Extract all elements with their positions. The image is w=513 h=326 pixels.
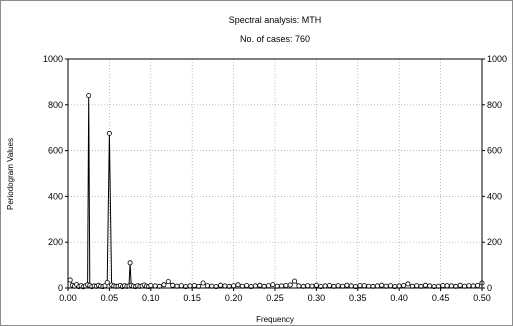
y-tick-label-left: 0 bbox=[58, 283, 63, 293]
data-point bbox=[204, 283, 210, 289]
y-axis-label: Periodogram Values bbox=[6, 138, 15, 210]
data-point bbox=[287, 282, 293, 288]
y-tick-label-right: 800 bbox=[487, 100, 502, 110]
x-tick-label: 0.00 bbox=[59, 293, 77, 303]
x-tick-label: 0.15 bbox=[183, 293, 201, 303]
y-tick-label-left: 1000 bbox=[43, 54, 63, 64]
data-point bbox=[231, 283, 237, 289]
y-tick-label-left: 400 bbox=[48, 191, 63, 201]
data-point bbox=[313, 282, 319, 288]
data-point bbox=[475, 282, 481, 288]
data-point bbox=[401, 282, 407, 288]
data-point bbox=[152, 283, 158, 289]
data-point bbox=[244, 282, 250, 288]
data-point bbox=[283, 282, 289, 288]
data-point bbox=[466, 283, 472, 289]
data-point bbox=[217, 282, 223, 288]
data-point bbox=[127, 260, 133, 266]
chart-subtitle: No. of cases: 760 bbox=[240, 34, 310, 44]
data-point bbox=[444, 283, 450, 289]
data-point bbox=[161, 282, 167, 288]
y-tick-label-right: 1000 bbox=[487, 54, 507, 64]
y-tick-label-right: 0 bbox=[487, 283, 492, 293]
x-tick-label: 0.35 bbox=[349, 293, 367, 303]
y-tick-label-left: 800 bbox=[48, 100, 63, 110]
data-point bbox=[187, 283, 193, 289]
x-axis-label: Frequency bbox=[256, 315, 294, 324]
data-point bbox=[165, 279, 171, 285]
data-point bbox=[374, 283, 380, 289]
chart-title: Spectral analysis: MTH bbox=[229, 15, 322, 25]
y-tick-label-right: 400 bbox=[487, 191, 502, 201]
data-point bbox=[344, 282, 350, 288]
x-tick-label: 0.20 bbox=[225, 293, 243, 303]
data-point bbox=[322, 283, 328, 289]
data-point bbox=[348, 283, 354, 289]
data-point bbox=[106, 130, 112, 136]
x-tick-label: 0.50 bbox=[473, 293, 491, 303]
x-tick-label: 0.40 bbox=[390, 293, 408, 303]
y-tick-label-left: 600 bbox=[48, 146, 63, 156]
data-point bbox=[422, 282, 428, 288]
data-point bbox=[222, 283, 228, 289]
grid-lines bbox=[68, 59, 482, 288]
data-point bbox=[270, 282, 276, 288]
data-point bbox=[278, 283, 284, 289]
data-point bbox=[335, 283, 341, 289]
data-point bbox=[414, 283, 420, 289]
series-line bbox=[69, 95, 483, 288]
x-tick-label: 0.25 bbox=[266, 293, 284, 303]
x-tick-label: 0.30 bbox=[308, 293, 326, 303]
data-point bbox=[292, 278, 298, 284]
data-point bbox=[427, 283, 433, 289]
y-tick-label-left: 200 bbox=[48, 237, 63, 247]
x-tick-label: 0.45 bbox=[432, 293, 450, 303]
data-point bbox=[387, 283, 393, 289]
data-point bbox=[200, 280, 206, 286]
data-point bbox=[257, 282, 263, 288]
data-point bbox=[448, 283, 454, 289]
data-point bbox=[396, 283, 402, 289]
y-axis-ticks: 0 0 200 200 400 400 600 600 800 800 1000 1000 bbox=[43, 54, 507, 293]
data-point bbox=[104, 279, 110, 285]
data-markers bbox=[67, 93, 485, 290]
data-point bbox=[67, 277, 73, 283]
x-axis-ticks: 0.00 0.05 0.10 0.15 0.20 0.25 0.30 0.35 0.40 0.45… bbox=[59, 288, 491, 303]
data-point bbox=[440, 282, 446, 288]
data-point bbox=[86, 93, 92, 99]
data-point bbox=[170, 282, 176, 288]
data-point bbox=[470, 283, 476, 289]
data-point bbox=[357, 282, 363, 288]
data-point bbox=[405, 281, 411, 287]
data-point bbox=[235, 282, 241, 288]
data-point bbox=[326, 282, 332, 288]
data-point bbox=[457, 282, 463, 288]
data-point bbox=[379, 282, 385, 288]
data-point bbox=[178, 283, 184, 289]
y-tick-label-right: 200 bbox=[487, 237, 502, 247]
data-point bbox=[191, 282, 197, 288]
y-tick-label-right: 600 bbox=[487, 146, 502, 156]
data-point bbox=[148, 282, 154, 288]
x-tick-label: 0.10 bbox=[142, 293, 160, 303]
data-point bbox=[265, 283, 271, 289]
data-point bbox=[252, 283, 258, 289]
data-point bbox=[305, 283, 311, 289]
x-tick-label: 0.05 bbox=[101, 293, 119, 303]
data-point bbox=[361, 283, 367, 289]
data-point bbox=[296, 283, 302, 289]
data-series bbox=[69, 95, 483, 288]
